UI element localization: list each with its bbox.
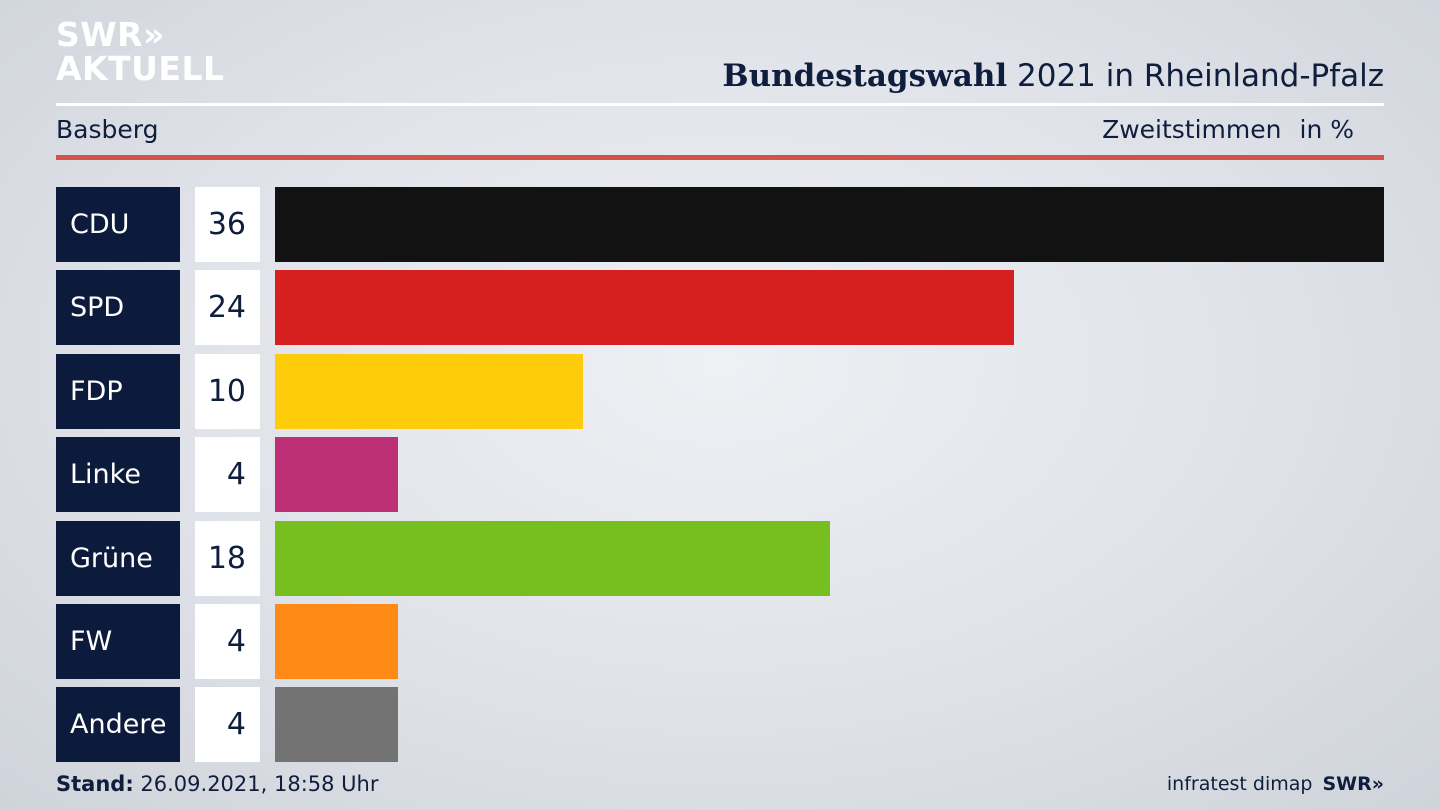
party-label: Grüne (56, 521, 180, 596)
party-label: Linke (56, 437, 180, 512)
value-label: 4 (195, 687, 260, 762)
bar (275, 687, 398, 762)
measure-label: Zweitstimmen in % (1102, 115, 1354, 144)
bar-row: FDP 10 (56, 354, 1384, 429)
bar (275, 521, 830, 596)
region-label: Basberg (56, 115, 159, 144)
source-credit: infratest dimap SWR» (1167, 773, 1384, 795)
logo-aktuell: AKTUELL (56, 49, 225, 88)
bar-row: CDU 36 (56, 187, 1384, 262)
source-name: infratest dimap (1166, 773, 1313, 795)
bar (275, 354, 583, 429)
swr-aktuell-logo: SWR» AKTUELL (56, 18, 225, 86)
unit-label: in % (1299, 115, 1355, 144)
bar (275, 604, 398, 679)
value-label: 36 (195, 187, 260, 262)
header-divider (56, 103, 1384, 106)
party-label: FW (56, 604, 180, 679)
bar-row: Andere 4 (56, 687, 1384, 762)
chart-title: Bundestagswahl 2021 in Rheinland-Pfalz (722, 58, 1384, 94)
bar (275, 270, 1014, 345)
bar-row: Grüne 18 (56, 521, 1384, 596)
chart-title-rest: 2021 in Rheinland-Pfalz (1007, 58, 1384, 94)
bar (275, 437, 398, 512)
chart-title-bold: Bundestagswahl (722, 58, 1008, 94)
accent-divider (56, 155, 1384, 160)
timestamp: Stand: 26.09.2021, 18:58 Uhr (56, 772, 379, 796)
bar-row: Linke 4 (56, 437, 1384, 512)
measure-name: Zweitstimmen (1102, 115, 1282, 144)
logo-swr: SWR» (56, 15, 165, 54)
value-label: 4 (195, 604, 260, 679)
value-label: 4 (195, 437, 260, 512)
party-label: SPD (56, 270, 180, 345)
bar-row: SPD 24 (56, 270, 1384, 345)
party-label: CDU (56, 187, 180, 262)
party-label: FDP (56, 354, 180, 429)
value-label: 10 (195, 354, 260, 429)
bar-row: FW 4 (56, 604, 1384, 679)
bar (275, 187, 1384, 262)
timestamp-label: Stand: (56, 772, 134, 796)
party-label: Andere (56, 687, 180, 762)
value-label: 24 (195, 270, 260, 345)
timestamp-value: 26.09.2021, 18:58 Uhr (133, 772, 379, 796)
value-label: 18 (195, 521, 260, 596)
swr-small-logo: SWR» (1322, 773, 1384, 795)
